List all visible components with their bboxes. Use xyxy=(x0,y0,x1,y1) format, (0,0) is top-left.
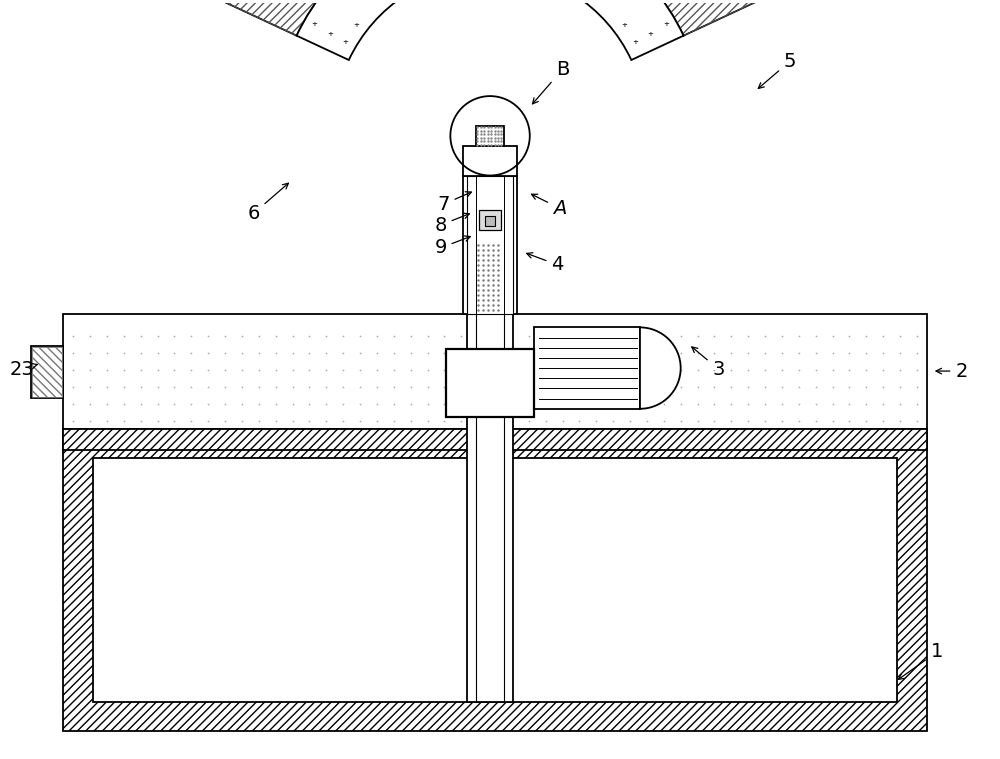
Bar xyxy=(463,175,517,314)
Text: +: + xyxy=(327,30,333,36)
Wedge shape xyxy=(640,327,681,409)
Bar xyxy=(32,347,62,397)
Text: +: + xyxy=(647,30,653,36)
Text: 8: 8 xyxy=(434,213,469,235)
Bar xyxy=(467,175,513,314)
Text: B: B xyxy=(533,60,569,104)
Bar xyxy=(479,210,501,230)
Bar xyxy=(467,314,513,701)
Text: 4: 4 xyxy=(527,253,564,274)
Text: 2: 2 xyxy=(936,361,968,380)
Bar xyxy=(485,216,495,226)
Text: +: + xyxy=(311,21,317,27)
Bar xyxy=(31,346,63,398)
Bar xyxy=(463,146,517,175)
Bar xyxy=(476,126,504,146)
Text: +: + xyxy=(632,39,638,45)
Bar xyxy=(63,429,927,451)
Text: 23: 23 xyxy=(9,360,37,379)
Bar xyxy=(534,327,640,409)
Text: +: + xyxy=(353,22,359,28)
Bar xyxy=(63,429,927,732)
Text: +: + xyxy=(621,22,627,28)
Text: 7: 7 xyxy=(437,192,471,214)
Text: A: A xyxy=(532,194,566,218)
Text: 5: 5 xyxy=(758,52,796,88)
Text: 1: 1 xyxy=(898,642,943,679)
Wedge shape xyxy=(225,0,755,36)
Text: +: + xyxy=(342,39,348,45)
Wedge shape xyxy=(297,0,684,60)
Text: +: + xyxy=(663,21,669,27)
Bar xyxy=(63,314,927,429)
Text: 9: 9 xyxy=(434,236,470,257)
Text: 6: 6 xyxy=(248,183,288,222)
Text: 3: 3 xyxy=(692,347,725,379)
Bar xyxy=(446,349,534,417)
Bar xyxy=(93,458,897,701)
